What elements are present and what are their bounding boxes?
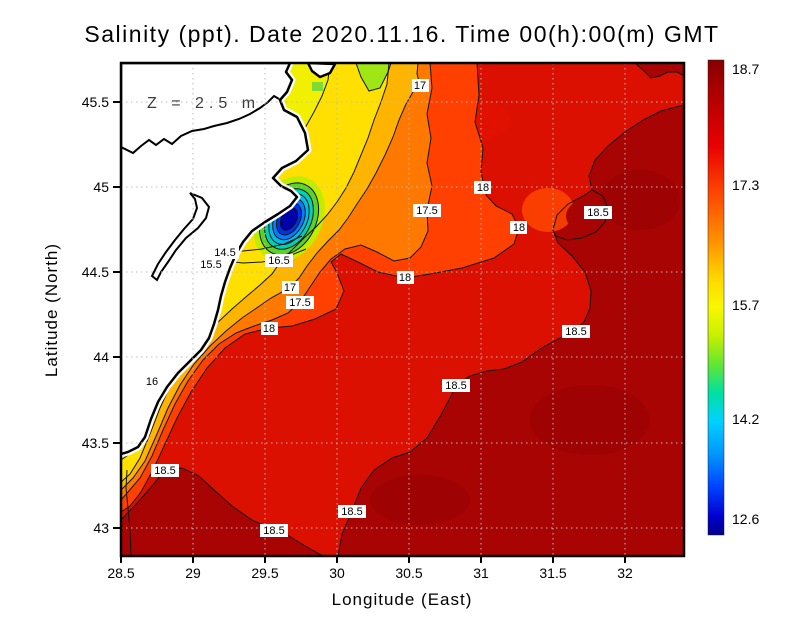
x-tick-labels: 28.5 29 29.5 30 30.5 31 31.5 32 [107, 565, 633, 581]
x-tick-label: 31 [473, 565, 489, 581]
depth-annotation: Z = 2.5 m [147, 95, 260, 112]
y-tick-label: 43.5 [82, 435, 109, 451]
contour-ring [279, 207, 299, 231]
x-tick-label: 29 [185, 565, 201, 581]
contour-line-17 [121, 63, 421, 491]
shore-cell-green [312, 82, 323, 91]
contour-lines [121, 63, 684, 556]
contour-label: 15.5 [200, 259, 221, 271]
contour-label: 17.5 [416, 205, 437, 217]
contour-label: 18 [477, 182, 489, 194]
contour-label: 17 [414, 80, 426, 92]
contour-label: 16 [146, 376, 158, 388]
contour-line-18-5-southwest [121, 467, 324, 556]
colorbar-label: 15.7 [732, 297, 759, 313]
fresh-tongue [355, 63, 392, 92]
contour-label: 18.5 [587, 207, 608, 219]
contour-line-18-5-corner [634, 63, 684, 79]
colorbar-label: 12.6 [732, 511, 759, 527]
y-axis-title: Latitude (North) [42, 243, 61, 377]
contour-label: 18.5 [263, 525, 284, 537]
contour-label: 14.5 [214, 247, 235, 259]
colorbar: 18.7 17.3 15.7 14.2 12.6 [707, 59, 759, 536]
salinity-mottle [600, 170, 680, 230]
contour-label: 18.5 [565, 326, 586, 338]
contour-label: 17 [284, 282, 296, 294]
contour-label: 18.5 [154, 465, 175, 477]
y-tick-label: 45 [93, 179, 109, 195]
contour-label: 18 [263, 323, 275, 335]
chart-title: Salinity (ppt). Date 2020.11.16. Time 00… [84, 21, 719, 47]
colorbar-label: 18.7 [732, 61, 759, 77]
plot-border [119, 61, 686, 558]
tick-marks [113, 101, 626, 563]
salinity-mottle [530, 385, 650, 455]
colorbar-label: 14.2 [732, 411, 759, 427]
contour-label: 18.5 [341, 506, 362, 518]
salinity-mottle [370, 475, 470, 525]
x-tick-label: 31.5 [539, 565, 566, 581]
contour-label: 18.5 [445, 380, 466, 392]
contour-line-coast-hug [125, 469, 132, 556]
x-tick-label: 30 [329, 565, 345, 581]
contour-labels: 17 18 17.5 18 18.5 14.5 15.5 16.5 17 17.… [144, 79, 612, 537]
y-tick-labels: 45.5 45 44.5 44 43.5 43 [82, 94, 109, 536]
y-tick-label: 43 [93, 520, 109, 536]
contour-label: 18 [399, 272, 411, 284]
x-tick-label: 30.5 [395, 565, 422, 581]
contour-line-18-5-pocket [552, 189, 609, 241]
contour-label: 16.5 [268, 255, 289, 267]
y-tick-label: 45.5 [82, 94, 109, 110]
contour-line-17-5 [121, 63, 433, 501]
x-tick-label: 29.5 [251, 565, 278, 581]
colorbar-label: 17.3 [732, 177, 759, 193]
contour-line-18-5-main-arc [337, 104, 684, 556]
river-line [121, 94, 280, 155]
x-tick-label: 32 [617, 565, 633, 581]
salinity-patch-orangered [522, 188, 574, 232]
y-tick-label: 44.5 [82, 264, 109, 280]
x-tick-label: 28.5 [107, 565, 134, 581]
y-tick-label: 44 [93, 349, 109, 365]
contour-line-18 [121, 63, 520, 513]
map-field: 17 18 17.5 18 18.5 14.5 15.5 16.5 17 17.… [121, 63, 684, 556]
x-axis-title: Longitude (East) [332, 590, 473, 609]
colorbar-gradient [707, 59, 725, 536]
contour-label: 18 [513, 222, 525, 234]
contour-label: 17.5 [289, 297, 310, 309]
